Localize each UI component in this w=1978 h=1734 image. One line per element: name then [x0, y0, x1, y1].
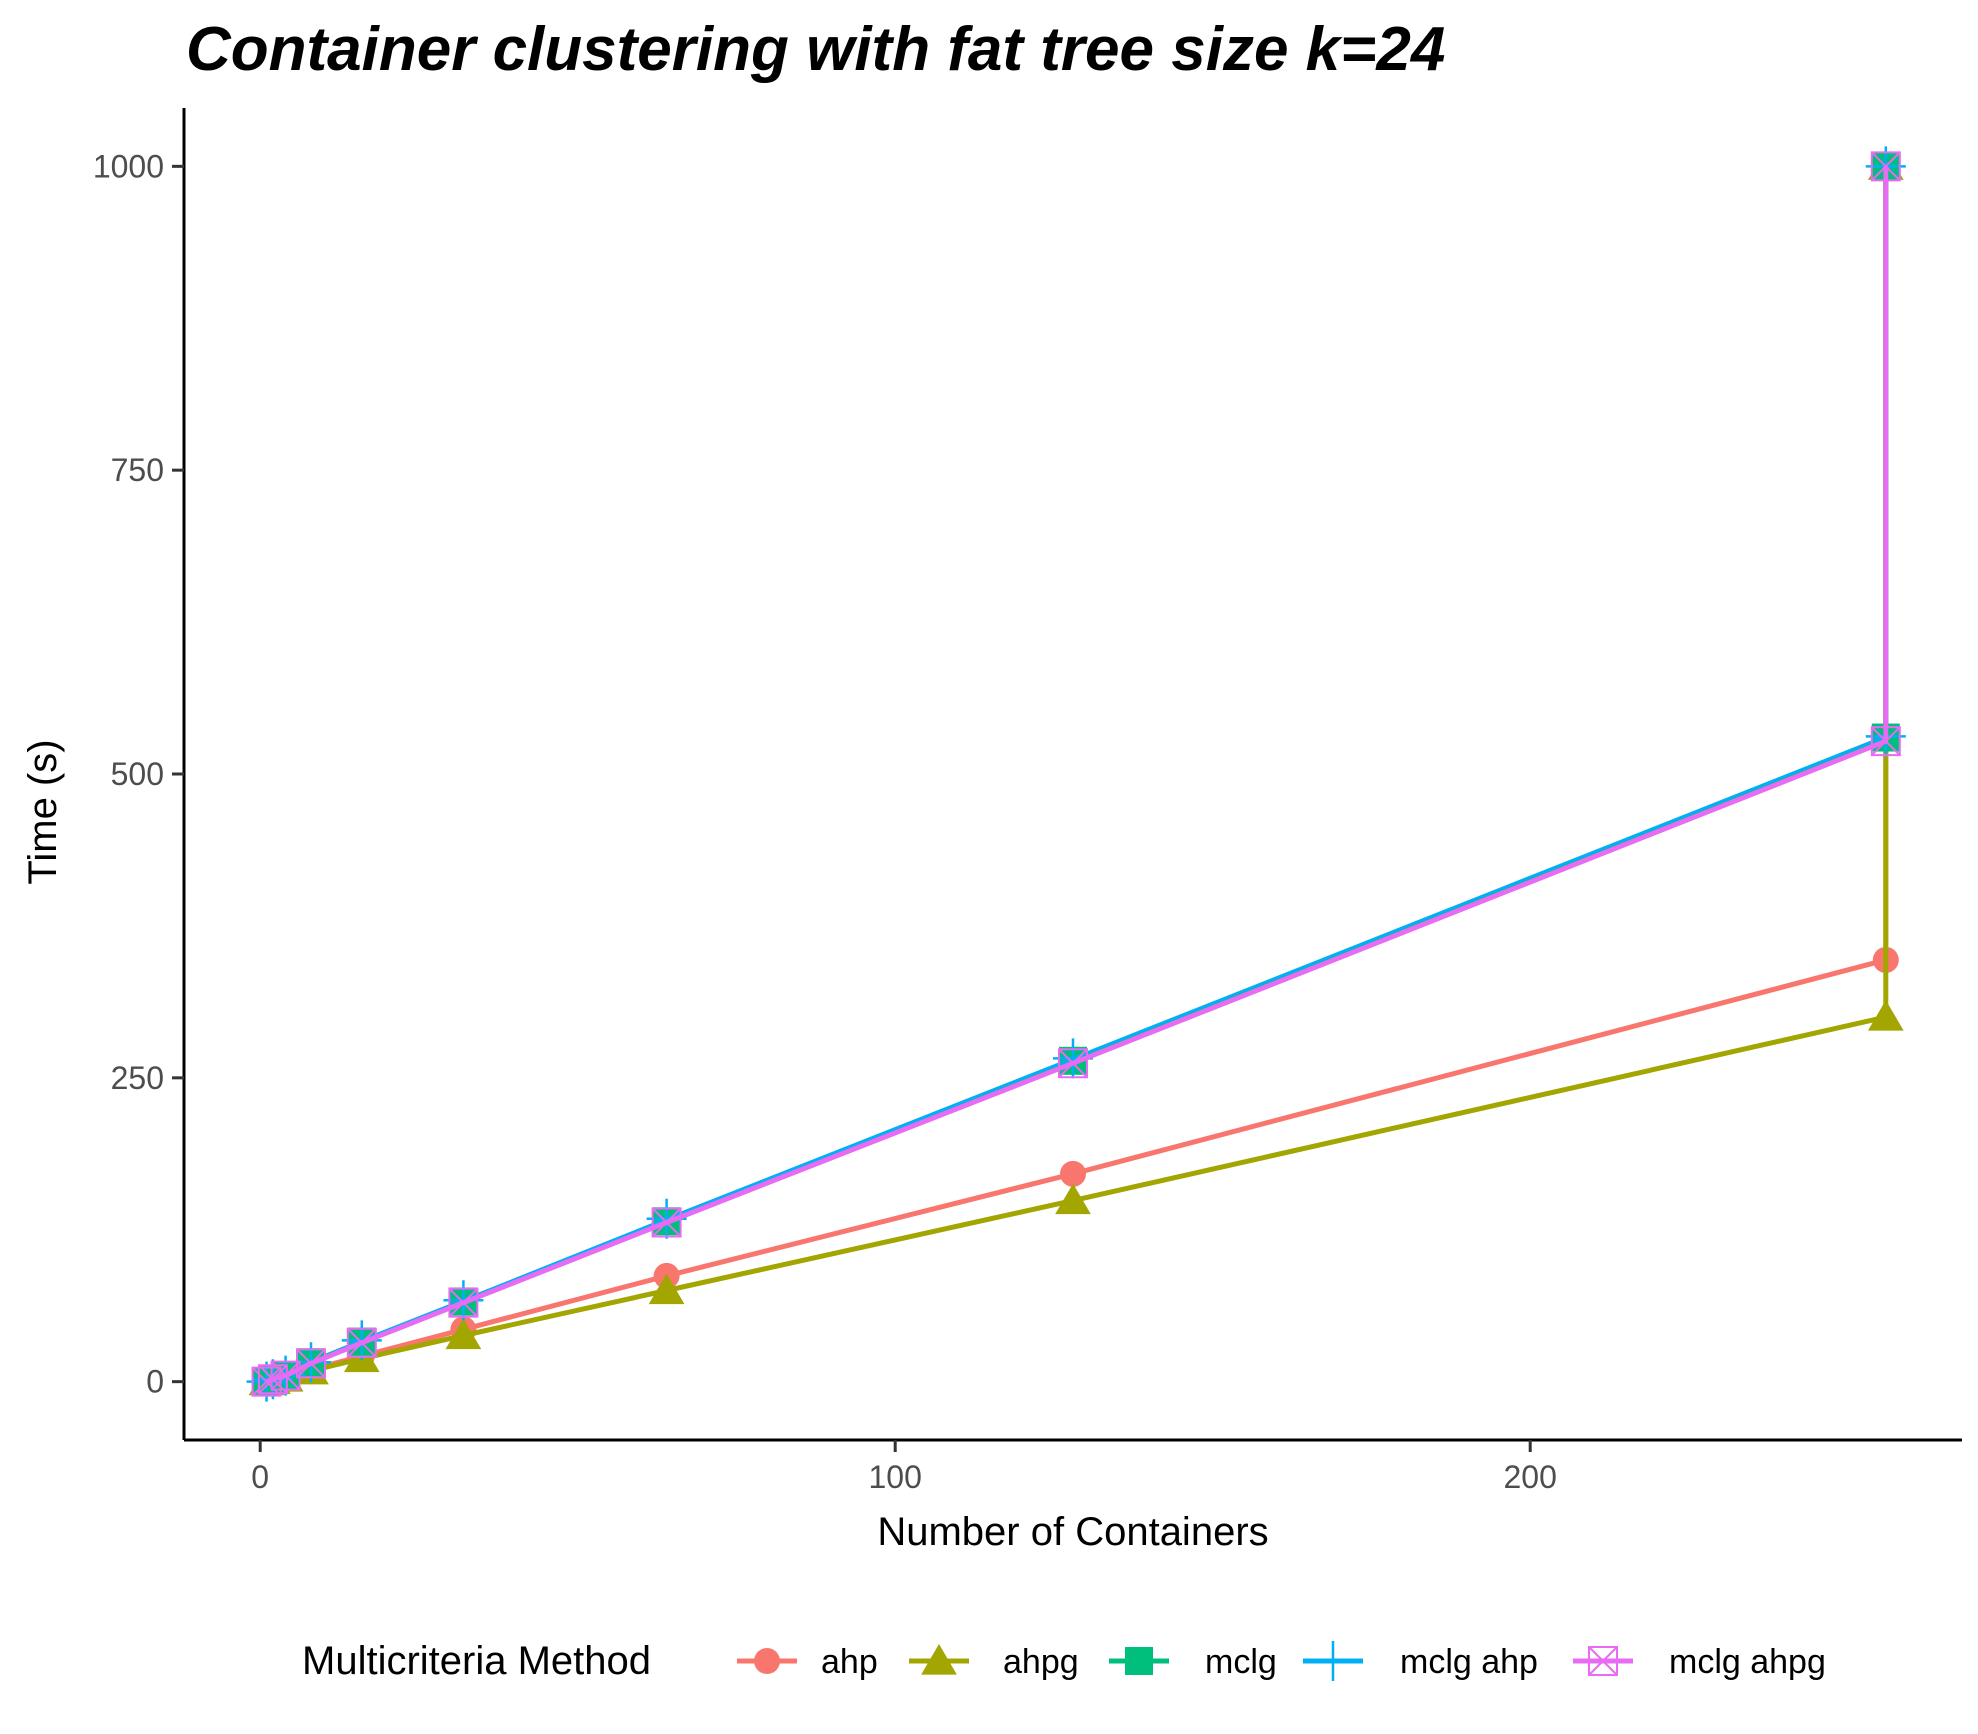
legend-title: Multicriteria Method [302, 1639, 651, 1683]
data-point [445, 1318, 482, 1350]
legend-item-ahpg: ahpg [909, 1643, 1079, 1681]
legend-label: mclg ahp [1400, 1643, 1538, 1681]
data-point [651, 1207, 682, 1238]
legend-item-mclg: mclg [1109, 1643, 1277, 1681]
legend-key-marker [921, 1644, 957, 1675]
x-tick-label: 200 [1504, 1459, 1557, 1495]
data-point [448, 1287, 479, 1318]
legend-key-marker [1313, 1641, 1353, 1681]
y-tick-label: 1000 [93, 148, 164, 184]
chart-title: Container clustering with fat tree size … [186, 15, 1445, 84]
legend-item-ahp: ahp [737, 1643, 878, 1681]
y-tick-label: 750 [111, 452, 164, 488]
data-point [648, 1273, 685, 1305]
legend-key-marker [1125, 1647, 1153, 1675]
data-point [270, 1360, 301, 1391]
data-point [1060, 1160, 1086, 1187]
data-point [1058, 1048, 1088, 1079]
legend-item-mclg-ahp: mclg ahp [1303, 1641, 1538, 1681]
legend-item-mclg-ahpg: mclg ahpg [1573, 1643, 1826, 1681]
legend: Multicriteria Method ahp ahpg mclg mclg ahp… [302, 1639, 1826, 1683]
y-tick-label: 250 [111, 1060, 164, 1096]
series-ahpg [248, 149, 1904, 1396]
data-point [1867, 1000, 1904, 1031]
y-axis-title: Time (s) [21, 739, 65, 884]
data-point [296, 1348, 326, 1379]
x-tick-label: 0 [251, 1459, 269, 1495]
y-tick-label: 0 [146, 1364, 164, 1400]
x-axis-title: Number of Containers [877, 1510, 1268, 1554]
x-tick-label: 100 [869, 1459, 922, 1495]
legend-label: ahp [821, 1643, 878, 1681]
axes: 0 250 500 750 1000 0 100 200 [93, 108, 1962, 1495]
y-tick-label: 500 [111, 756, 164, 792]
legend-key-marker [754, 1648, 780, 1674]
data-point [1055, 1183, 1091, 1215]
data-point [257, 1364, 288, 1395]
legend-label: mclg ahpg [1669, 1643, 1826, 1681]
data-point [1870, 726, 1901, 757]
data-point [1870, 151, 1901, 182]
data-point [346, 1327, 377, 1358]
legend-label: mclg [1205, 1643, 1277, 1681]
series-mclg-ahpg [251, 151, 1901, 1397]
legend-key-marker [1588, 1646, 1618, 1676]
series-line [265, 166, 1889, 1385]
series-layer [246, 146, 1906, 1402]
legend-label: ahpg [1003, 1643, 1079, 1681]
